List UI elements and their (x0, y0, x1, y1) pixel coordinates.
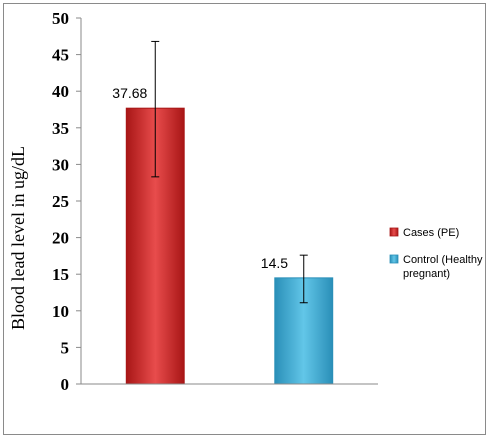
y-tick-label: 20 (52, 229, 69, 248)
y-tick-label: 50 (52, 9, 69, 28)
legend-swatch (389, 254, 399, 264)
y-tick-label: 35 (52, 119, 69, 138)
data-label: 37.68 (112, 85, 147, 101)
y-axis-title: Blood lead level in ug/dL (8, 146, 28, 330)
y-tick-label: 0 (61, 375, 70, 394)
legend-label: Cases (PE) (403, 227, 459, 239)
chart-frame (3, 3, 486, 435)
legend-swatch (389, 227, 399, 237)
y-tick-label: 15 (52, 265, 69, 284)
y-tick-label: 45 (52, 46, 69, 65)
legend-label: Control (Healthy (403, 254, 483, 266)
y-tick-label: 10 (52, 302, 69, 321)
legend-label: pregnant) (403, 268, 450, 280)
y-tick-label: 30 (52, 155, 69, 174)
y-tick-label: 40 (52, 82, 69, 101)
y-tick-label: 5 (61, 338, 70, 357)
y-tick-label: 25 (52, 192, 69, 211)
data-label: 14.5 (261, 255, 288, 271)
legend: Cases (PE) Control (Healthy pregnant) (389, 227, 483, 280)
